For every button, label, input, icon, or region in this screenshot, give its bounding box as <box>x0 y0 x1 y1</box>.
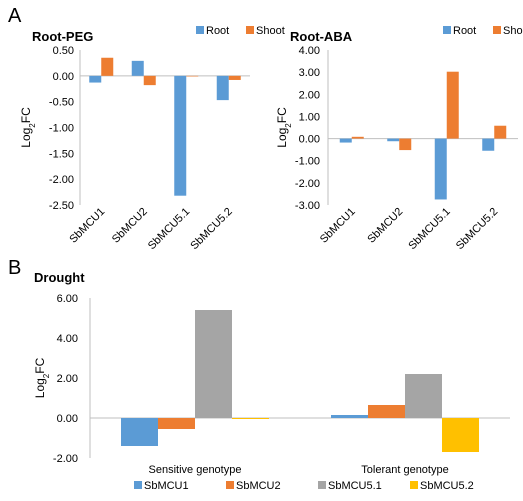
y-tick-label: -3.00 <box>295 200 320 212</box>
bar-shoot-sbmcu5-2 <box>494 125 507 139</box>
bar-sbmcu5-2-sensitive-genotype <box>232 418 269 419</box>
chart-title: Root-PEG <box>32 29 93 44</box>
x-tick-label: SbMCU5.2 <box>454 206 501 253</box>
y-tick-label: 0.00 <box>299 134 320 146</box>
y-tick-label: 0.50 <box>53 45 74 57</box>
legend-swatch-shoot <box>246 26 254 34</box>
legend-label-sbmcu5-1: SbMCU5.1 <box>328 480 382 492</box>
legend-swatch-shoot <box>493 26 501 34</box>
legend-swatch-sbmcu2 <box>226 481 234 489</box>
bar-shoot-sbmcu1 <box>351 136 364 139</box>
legend-swatch-sbmcu5-2 <box>410 481 418 489</box>
bar-shoot-sbmcu5-1 <box>446 71 459 139</box>
legend-swatch-root <box>443 26 451 34</box>
y-tick-label: -2.00 <box>49 174 74 186</box>
y-tick-label: 0.00 <box>53 71 74 83</box>
bar-sbmcu5-1-tolerant-genotype <box>405 374 442 418</box>
chart-root-aba: Root-ABA Log2FC -3.00 -2.00 -1.00 0.00 1.00 2.0… <box>275 25 523 252</box>
chart-title: Root-ABA <box>290 29 353 44</box>
chart-drought: Drought Log2FC -2.00 0.00 2.00 4.00 6.00 Sensit… <box>33 270 510 492</box>
bar-root-sbmcu5-1 <box>174 75 187 196</box>
x-tick-label: SbMCU2 <box>110 206 150 246</box>
legend-swatch-sbmcu5-1 <box>318 481 326 489</box>
bar-root-sbmcu2 <box>131 60 144 76</box>
panel-letter-b: B <box>8 257 21 279</box>
chart-root-peg: Root-PEG Log2FC -2.50 -2.00 -1.50 -1.00 -0.50 0… <box>19 25 285 252</box>
chart-title: Drought <box>34 270 85 285</box>
bar-shoot-sbmcu2 <box>399 138 412 151</box>
y-tick-label: 4.00 <box>299 45 320 57</box>
y-axis-label: Log2FC <box>275 107 293 148</box>
x-tick-label: SbMCU5.1 <box>146 206 193 253</box>
legend-label-root: Root <box>206 25 229 37</box>
bar-sbmcu5-1-sensitive-genotype <box>195 310 232 418</box>
legend-label-root: Root <box>453 25 476 37</box>
bar-root-sbmcu5-2 <box>216 75 229 101</box>
y-tick-label: -1.50 <box>49 148 74 160</box>
x-tick-label: SbMCU5.1 <box>406 206 453 253</box>
y-tick-label: 4.00 <box>57 333 78 345</box>
y-tick-label: -2.00 <box>53 453 78 465</box>
legend-swatch-sbmcu1 <box>134 481 142 489</box>
legend-swatch-root <box>196 26 204 34</box>
legend-label-shoot: Shoot <box>256 25 285 37</box>
y-tick-label: 1.00 <box>299 111 320 123</box>
y-tick-label: 0.00 <box>57 413 78 425</box>
y-tick-label: 3.00 <box>299 67 320 79</box>
y-axis-label: Log2FC <box>33 357 51 398</box>
x-tick-label: SbMCU5.2 <box>188 206 235 253</box>
bar-sbmcu2-sensitive-genotype <box>158 418 195 429</box>
x-tick-label: SbMCU2 <box>365 206 405 246</box>
legend-label-sbmcu1: SbMCU1 <box>144 480 189 492</box>
bar-shoot-sbmcu5-2 <box>228 75 241 80</box>
bar-shoot-sbmcu2 <box>143 75 156 86</box>
bar-sbmcu2-tolerant-genotype <box>368 405 405 418</box>
bar-shoot-sbmcu5-1 <box>186 75 199 77</box>
legend-label-sbmcu5-2: SbMCU5.2 <box>420 480 474 492</box>
y-tick-label: -1.00 <box>49 123 74 135</box>
bar-sbmcu5-2-tolerant-genotype <box>442 418 479 452</box>
y-tick-label: -1.00 <box>295 156 320 168</box>
x-tick-label: Sensitive genotype <box>149 464 242 476</box>
bar-root-sbmcu5-2 <box>482 138 495 151</box>
y-tick-label: 2.00 <box>299 89 320 101</box>
bar-sbmcu1-sensitive-genotype <box>121 418 158 446</box>
x-tick-label: Tolerant genotype <box>361 464 448 476</box>
y-tick-label: -2.50 <box>49 200 74 212</box>
bar-sbmcu1-tolerant-genotype <box>331 415 368 418</box>
y-tick-label: -2.00 <box>295 178 320 190</box>
bar-shoot-sbmcu1 <box>101 57 114 76</box>
y-tick-label: 6.00 <box>57 293 78 305</box>
bar-root-sbmcu1 <box>89 75 102 83</box>
bar-root-sbmcu5-1 <box>434 138 447 200</box>
legend-label-sbmcu2: SbMCU2 <box>236 480 281 492</box>
x-tick-label: SbMCU1 <box>318 206 358 246</box>
bar-root-sbmcu1 <box>339 138 352 143</box>
bar-root-sbmcu2 <box>387 138 400 142</box>
y-axis-label: Log2FC <box>19 107 37 148</box>
y-tick-label: -0.50 <box>49 97 74 109</box>
y-tick-label: 2.00 <box>57 373 78 385</box>
legend-label-shoot: Shoot <box>503 25 523 37</box>
panel-letter-a: A <box>8 5 22 27</box>
